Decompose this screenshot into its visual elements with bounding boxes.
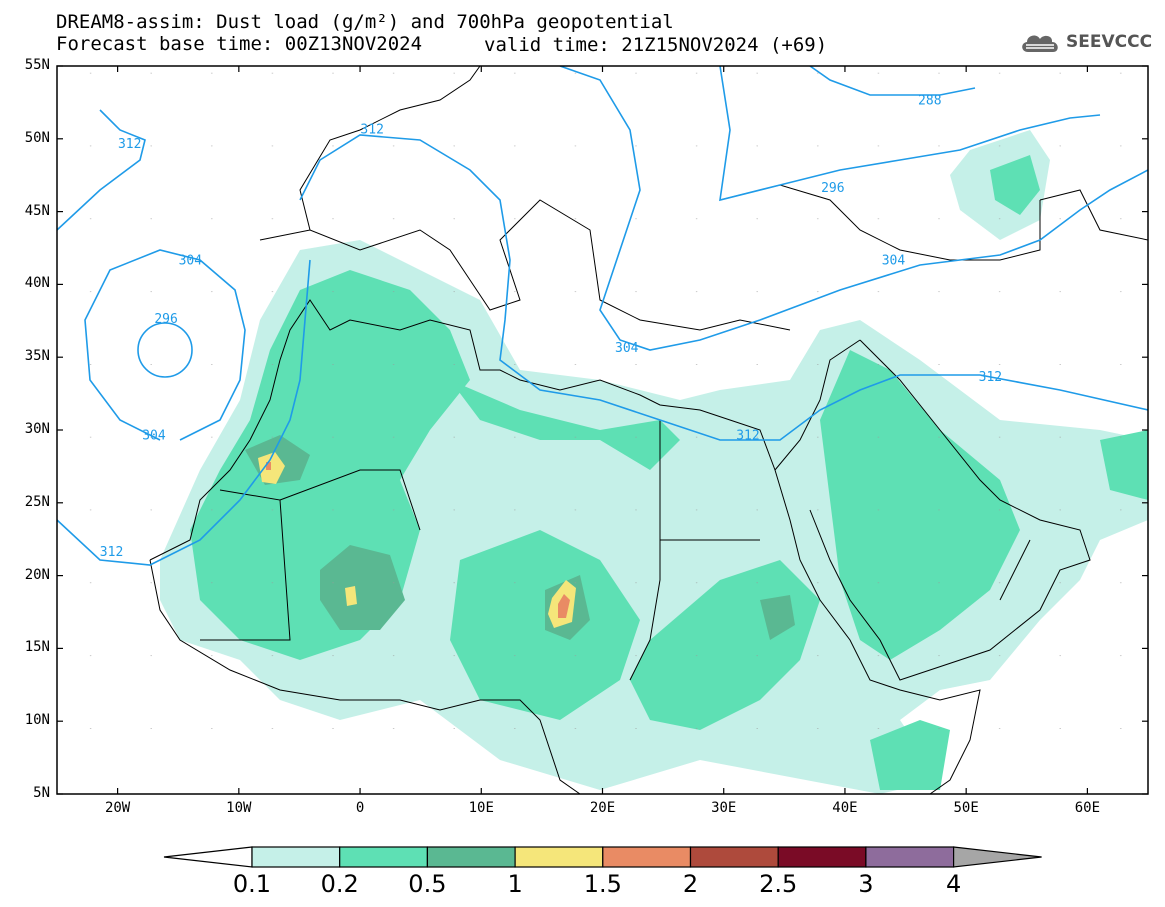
lat-label: 15N [24, 639, 50, 656]
contour-label: 312 [360, 123, 383, 138]
contour-label: 312 [100, 545, 123, 560]
lat-label: 20N [24, 566, 50, 583]
seevccc-logo: SEEVCCC [1018, 28, 1152, 56]
lat-label: 55N [24, 57, 50, 73]
valid-time: valid time: 21Z15NOV2024 (+69) [484, 34, 828, 56]
contour-label: 304 [179, 254, 203, 269]
contour-label: 304 [615, 341, 639, 356]
lat-label: 10N [24, 712, 50, 729]
colorbar-label: 3 [858, 870, 874, 898]
contour-label: 296 [154, 312, 177, 327]
colorbar-label: 1.5 [583, 870, 622, 898]
contour-label: 296 [821, 181, 844, 196]
colorbar-segment [865, 846, 955, 868]
logo-text: SEEVCCC [1066, 32, 1153, 52]
colorbar-label: 0.2 [320, 870, 359, 898]
contour-labels: 288 296 304 312 312 304 296 304 304 312 312 312 [100, 93, 1002, 560]
contour-label: 288 [918, 93, 941, 108]
lon-label: 10E [468, 800, 494, 816]
contour-label: 312 [118, 137, 141, 152]
colorbar-under-arrow [163, 846, 253, 868]
colorbar [163, 846, 1042, 868]
colorbar-label: 1 [507, 870, 523, 898]
lon-label: 0 [355, 800, 365, 816]
lon-label: 50E [953, 800, 979, 816]
colorbar-label: 2.5 [759, 870, 798, 898]
colorbar-label: 0.5 [408, 870, 447, 898]
contour-label: 304 [882, 254, 906, 269]
colorbar-segment [777, 846, 867, 868]
grid-dots [57, 66, 1148, 794]
lat-label: 45N [24, 202, 50, 219]
map-area [57, 66, 1148, 794]
lat-label: 35N [24, 348, 50, 365]
colorbar-segment [514, 846, 604, 868]
colorbar-segment [339, 846, 429, 868]
cloud-icon [1022, 35, 1058, 52]
colorbar-label: 4 [945, 870, 962, 898]
colorbar-over-arrow [952, 846, 1042, 868]
map-title: DREAM8-assim: Dust load (g/m²) and 700hP… [56, 11, 674, 33]
contour-label: 312 [979, 370, 1002, 385]
colorbar-segment [602, 846, 692, 868]
lon-label: 20W [104, 800, 131, 816]
lat-label: 30N [24, 421, 50, 437]
contour-label: 304 [142, 428, 166, 443]
lon-label: 10W [226, 800, 252, 816]
forecast-base-time: Forecast base time: 00Z13NOV2024 [56, 33, 423, 55]
colorbar-segment [689, 846, 779, 868]
axis-ticks [57, 65, 1148, 795]
lon-label: 30E [711, 800, 737, 816]
contour-label: 312 [736, 428, 759, 443]
lon-label: 20E [589, 800, 616, 816]
colorbar-label: 0.1 [232, 870, 272, 898]
lon-label: 40E [832, 800, 858, 816]
colorbar-segment [251, 846, 341, 868]
lat-label: 5N [33, 785, 50, 801]
colorbar-label: 2 [682, 870, 699, 898]
lat-label: 40N [24, 275, 50, 292]
lat-label: 25N [24, 493, 50, 510]
lon-label: 60E [1074, 800, 1101, 816]
colorbar-segment [426, 846, 516, 868]
lat-label: 50N [24, 129, 50, 146]
